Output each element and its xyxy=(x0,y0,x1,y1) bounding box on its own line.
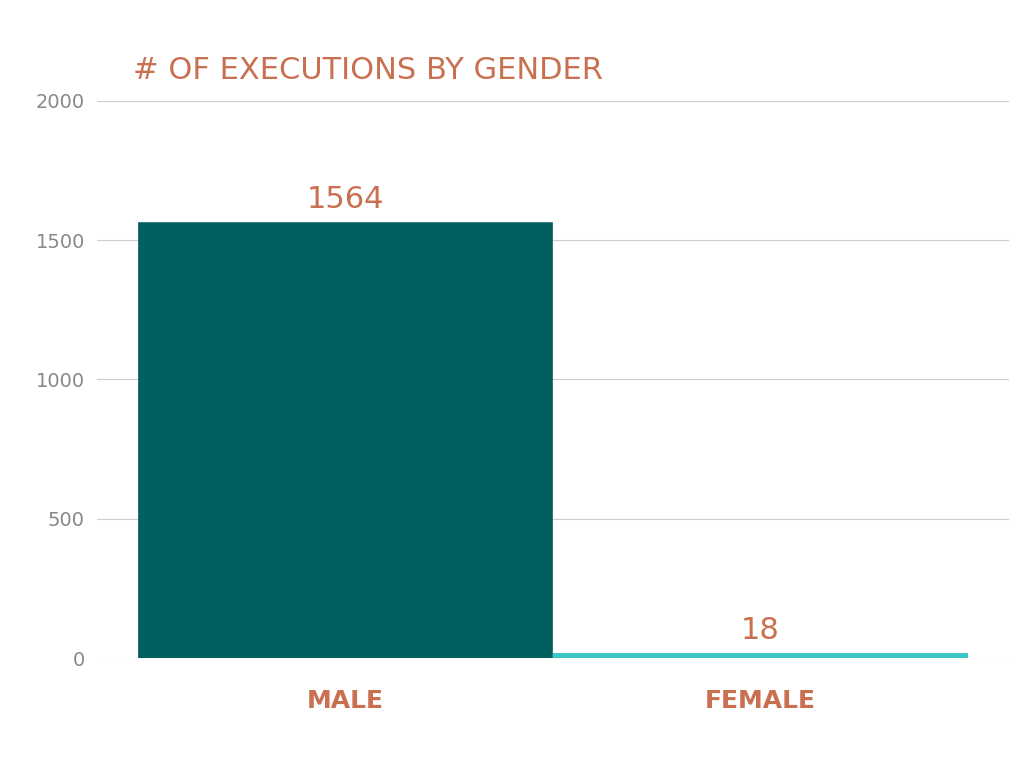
Text: 1564: 1564 xyxy=(307,185,384,214)
Bar xyxy=(138,222,553,658)
Text: 18: 18 xyxy=(740,616,779,644)
Text: MALE: MALE xyxy=(307,689,384,713)
Text: # OF EXECUTIONS BY GENDER: # OF EXECUTIONS BY GENDER xyxy=(133,56,603,85)
FancyBboxPatch shape xyxy=(138,222,553,658)
Bar xyxy=(553,653,968,658)
Text: FEMALE: FEMALE xyxy=(705,689,816,713)
